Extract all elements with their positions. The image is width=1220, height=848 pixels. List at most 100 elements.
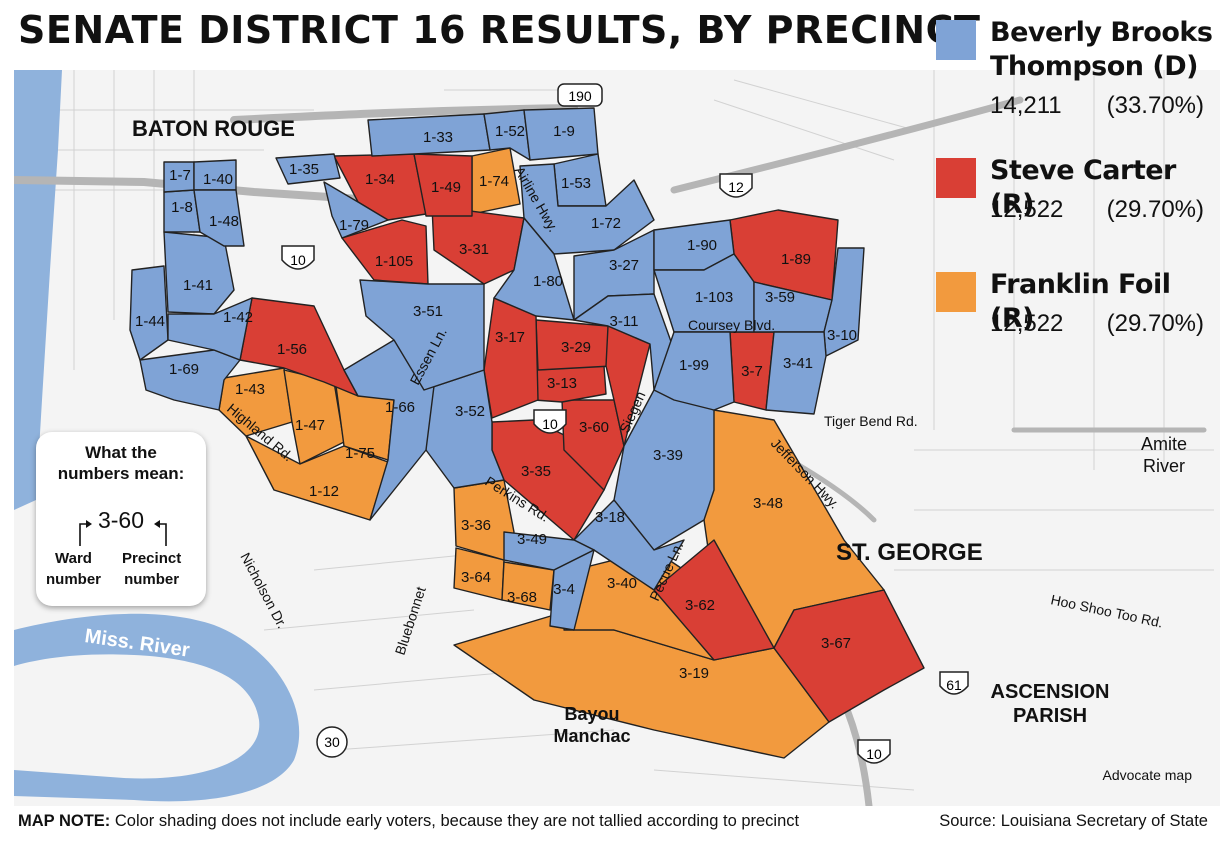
label-3-52: 3-52 — [455, 403, 485, 420]
label-3-62: 3-62 — [685, 597, 715, 614]
legend-item-thompson: Beverly Brooks Thompson (D) 14,211 (33.7… — [936, 16, 1220, 136]
key-ward-label: Ward number — [46, 550, 102, 588]
label-3-60: 3-60 — [579, 419, 609, 436]
label-3-10: 3-10 — [827, 327, 857, 344]
label-3-59: 3-59 — [765, 289, 795, 306]
key-arrows — [79, 520, 167, 546]
label-3-35: 3-35 — [521, 463, 551, 480]
source-note: Source: Louisiana Secretary of State — [939, 812, 1208, 830]
label-3-68: 3-68 — [507, 589, 537, 606]
precinct-1-105 — [341, 219, 429, 285]
label-1-33: 1-33 — [423, 129, 453, 146]
label-1-12: 1-12 — [309, 483, 339, 500]
precinct-3-52 — [423, 369, 505, 489]
precinct-3-17 — [483, 297, 539, 419]
vote-count: 12,522 — [990, 196, 1064, 223]
svg-text:190: 190 — [568, 88, 592, 104]
precinct-3-67 — [773, 589, 925, 723]
label-3-7: 3-7 — [741, 363, 763, 380]
vote-count: 12,522 — [990, 310, 1064, 337]
label-1-103: 1-103 — [695, 289, 733, 306]
highway-shields: 190 12 10 10 10 61 30 — [281, 83, 969, 764]
precinct-1-80 — [493, 217, 575, 321]
numbers-key-box: What the numbers mean: 3-60 Ward number … — [36, 432, 206, 606]
label-1-79: 1-79 — [339, 217, 369, 234]
label-3-4: 3-4 — [553, 581, 575, 598]
label-1-8: 1-8 — [171, 199, 193, 216]
label-3-48: 3-48 — [753, 495, 783, 512]
precinct-1-33 — [367, 113, 491, 157]
map-note-label: MAP NOTE: — [18, 812, 111, 830]
label-3-11: 3-11 — [610, 313, 639, 330]
label-3-51: 3-51 — [413, 303, 443, 320]
precinct-1-44 — [129, 265, 169, 361]
vote-percent: (29.70%) — [1106, 310, 1204, 337]
label-3-41: 3-41 — [783, 355, 813, 372]
precinct-3-60 — [561, 399, 625, 491]
shield-10-central: 10 — [533, 409, 567, 434]
label-3-64: 3-64 — [461, 569, 491, 586]
label-1-43: 1-43 — [235, 381, 265, 398]
legend-item-carter: Steve Carter (R) 12,522 (29.70%) — [936, 154, 1220, 268]
precinct-1-99 — [653, 331, 735, 411]
label-1-7: 1-7 — [169, 167, 191, 184]
precinct-3-4 — [549, 549, 595, 631]
key-example: 3-60 — [97, 507, 145, 533]
label-3-39: 3-39 — [653, 447, 683, 464]
svg-text:10: 10 — [542, 416, 558, 432]
label-1-40: 1-40 — [203, 171, 233, 188]
label-1-47: 1-47 — [295, 417, 325, 434]
label-1-90: 1-90 — [687, 237, 717, 254]
place-st-george: ST. GEORGE — [836, 539, 983, 566]
precinct-1-79 — [323, 181, 389, 239]
label-3-67: 3-67 — [821, 635, 851, 652]
label-1-49: 1-49 — [431, 179, 461, 196]
label-1-42: 1-42 — [223, 309, 253, 326]
label-1-9: 1-9 — [553, 123, 575, 140]
place-baton-rouge: BATON ROUGE — [132, 116, 295, 141]
label-3-36: 3-36 — [461, 517, 491, 534]
swatch-democrat — [936, 20, 976, 60]
key-precinct-label: Precinct number — [122, 550, 182, 588]
label-3-31: 3-31 — [459, 241, 489, 258]
label-1-66: 1-66 — [385, 399, 415, 416]
vote-percent: (29.70%) — [1106, 196, 1204, 223]
street-grid — [34, 70, 1214, 791]
precinct-3-31 — [431, 205, 525, 285]
precinct-1-48 — [193, 189, 245, 247]
precinct-1-52 — [483, 109, 531, 161]
label-1-41: 1-41 — [183, 277, 213, 294]
label-1-34: 1-34 — [365, 171, 395, 188]
label-1-44: 1-44 — [135, 313, 165, 330]
legend: Beverly Brooks Thompson (D) 14,211 (33.7… — [936, 16, 1220, 358]
vote-percent: (33.70%) — [1106, 92, 1204, 119]
label-1-89: 1-89 — [781, 251, 811, 268]
candidate-name: Steve Carter (R) — [990, 155, 1176, 220]
label-3-19: 3-19 — [679, 665, 709, 682]
place-ascension-parish: ASCENSION PARISH — [991, 681, 1110, 727]
shield-10-north: 10 — [281, 245, 315, 270]
precinct-map: 1-33 1-52 1-9 1-35 1-34 1-49 1-74 1-53 1… — [14, 70, 1220, 806]
label-1-69: 1-69 — [169, 361, 199, 378]
label-3-17: 3-17 — [495, 329, 525, 346]
label-1-105: 1-105 — [375, 253, 413, 270]
label-1-75: 1-75 — [345, 445, 375, 462]
label-3-49: 3-49 — [517, 531, 547, 548]
svg-text:12: 12 — [728, 179, 744, 195]
label-3-27: 3-27 — [609, 257, 639, 274]
mississippi-river-south — [14, 613, 300, 802]
key-heading: What the numbers mean: — [57, 443, 185, 483]
precinct-polygons — [129, 107, 925, 759]
shield-12: 12 — [719, 173, 753, 198]
label-3-13: 3-13 — [547, 375, 577, 392]
precinct-3-62 — [653, 539, 775, 661]
map-note: MAP NOTE: Color shading does not include… — [18, 812, 799, 831]
label-1-35: 1-35 — [289, 161, 319, 178]
shield-190: 190 — [557, 83, 603, 107]
precinct-3-51 — [359, 279, 485, 391]
place-amite-river: Amite River — [1141, 434, 1187, 476]
label-1-80: 1-80 — [533, 273, 563, 290]
candidate-name: Franklin Foil (R) — [990, 269, 1171, 334]
precinct-1-56 — [239, 297, 359, 397]
swatch-carter — [936, 158, 976, 198]
